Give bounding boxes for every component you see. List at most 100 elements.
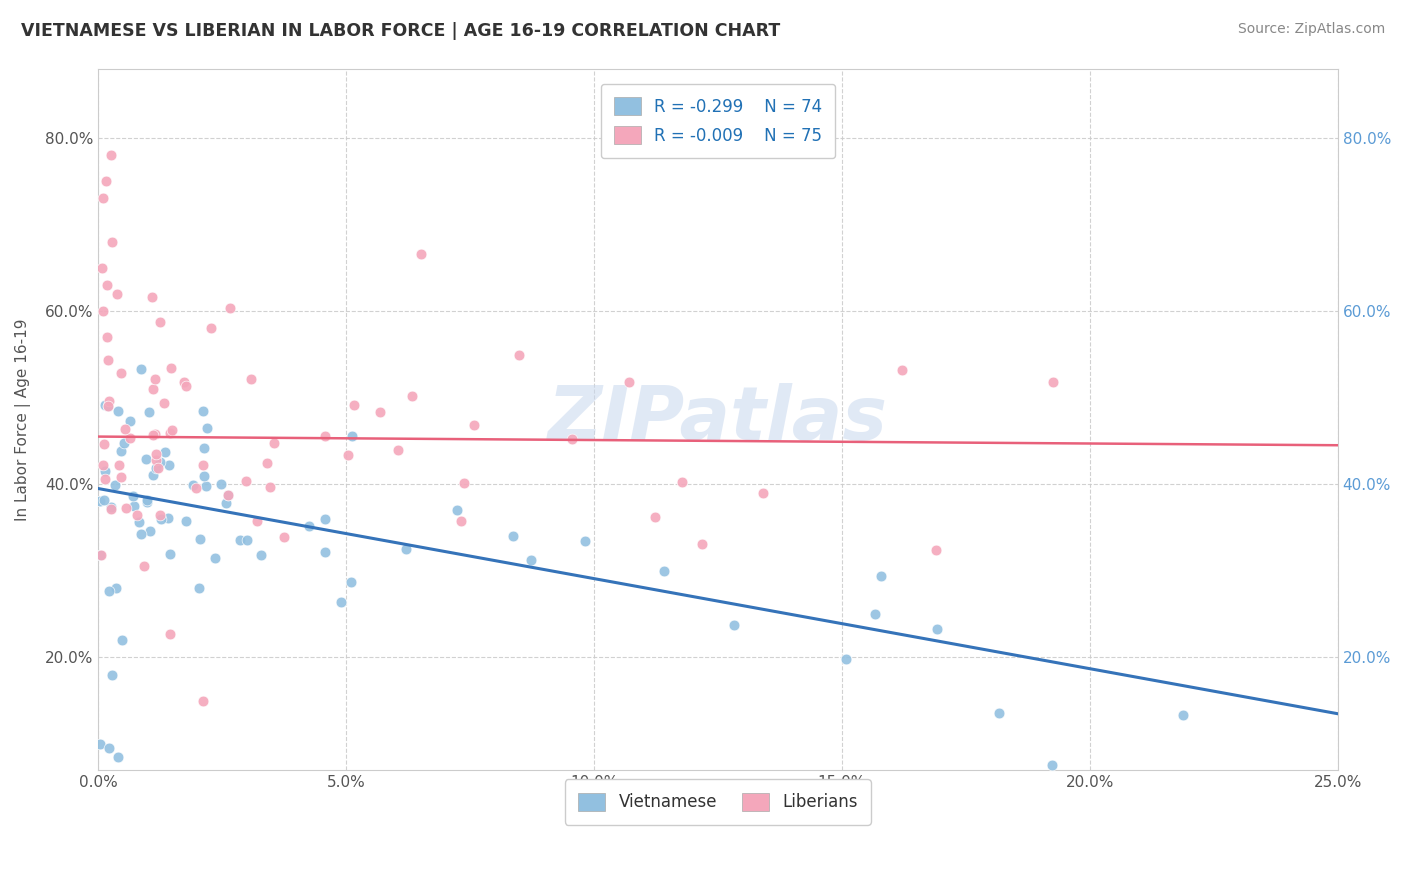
- Point: [124, 499, 146, 513]
- Point: [100, 148, 122, 162]
- Point: [193, 404, 215, 418]
- Point: [330, 595, 353, 609]
- Point: [395, 541, 418, 556]
- Point: [114, 422, 136, 436]
- Point: [193, 442, 215, 456]
- Point: [122, 489, 145, 503]
- Point: [336, 448, 359, 462]
- Point: [93, 458, 115, 472]
- Point: [91, 260, 114, 275]
- Point: [142, 382, 165, 396]
- Point: [152, 396, 174, 410]
- Point: [249, 548, 271, 562]
- Point: [188, 532, 211, 546]
- Point: [463, 418, 485, 433]
- Point: [574, 534, 596, 549]
- Point: [111, 633, 134, 648]
- Point: [314, 428, 336, 442]
- Point: [120, 431, 142, 445]
- Point: [110, 366, 132, 380]
- Point: [217, 487, 239, 501]
- Point: [343, 398, 366, 412]
- Point: [91, 304, 114, 318]
- Point: [263, 435, 285, 450]
- Point: [132, 559, 155, 574]
- Point: [219, 301, 242, 316]
- Point: [644, 509, 666, 524]
- Point: [159, 425, 181, 440]
- Point: [100, 667, 122, 681]
- Point: [149, 455, 172, 469]
- Point: [314, 545, 336, 559]
- Point: [157, 511, 180, 525]
- Point: [256, 456, 278, 470]
- Text: Source: ZipAtlas.com: Source: ZipAtlas.com: [1237, 22, 1385, 37]
- Point: [107, 750, 129, 764]
- Point: [925, 622, 948, 636]
- Point: [139, 524, 162, 539]
- Point: [863, 607, 886, 621]
- Point: [145, 453, 167, 467]
- Point: [835, 652, 858, 666]
- Point: [561, 432, 583, 446]
- Point: [100, 500, 122, 514]
- Point: [136, 494, 159, 508]
- Point: [411, 246, 433, 260]
- Point: [453, 475, 475, 490]
- Point: [215, 496, 238, 510]
- Point: [160, 423, 183, 437]
- Point: [160, 360, 183, 375]
- Point: [94, 464, 117, 478]
- Point: [181, 477, 204, 491]
- Point: [104, 478, 127, 492]
- Point: [195, 479, 218, 493]
- Point: [112, 436, 135, 450]
- Point: [97, 399, 120, 413]
- Point: [204, 551, 226, 566]
- Point: [135, 493, 157, 508]
- Point: [1040, 758, 1063, 772]
- Point: [118, 414, 141, 428]
- Point: [89, 737, 111, 751]
- Point: [987, 706, 1010, 720]
- Point: [105, 286, 128, 301]
- Point: [153, 444, 176, 458]
- Point: [508, 348, 530, 362]
- Point: [94, 174, 117, 188]
- Point: [127, 508, 149, 522]
- Point: [259, 480, 281, 494]
- Point: [235, 474, 257, 488]
- Point: [520, 553, 543, 567]
- Point: [200, 320, 222, 334]
- Point: [93, 437, 115, 451]
- Point: [149, 508, 172, 522]
- Point: [195, 421, 218, 435]
- Text: ZIPatlas: ZIPatlas: [548, 383, 889, 456]
- Point: [191, 458, 214, 472]
- Point: [191, 694, 214, 708]
- Y-axis label: In Labor Force | Age 16-19: In Labor Force | Age 16-19: [15, 318, 31, 521]
- Point: [159, 547, 181, 561]
- Point: [148, 460, 170, 475]
- Point: [135, 452, 157, 467]
- Point: [368, 405, 391, 419]
- Point: [138, 404, 160, 418]
- Point: [690, 537, 713, 551]
- Point: [236, 533, 259, 547]
- Point: [217, 488, 239, 502]
- Point: [193, 469, 215, 483]
- Point: [723, 617, 745, 632]
- Point: [239, 371, 262, 385]
- Point: [93, 493, 115, 508]
- Point: [870, 569, 893, 583]
- Point: [128, 516, 150, 530]
- Point: [142, 468, 165, 483]
- Point: [149, 314, 172, 328]
- Point: [890, 363, 912, 377]
- Point: [107, 404, 129, 418]
- Point: [652, 564, 675, 578]
- Point: [1173, 708, 1195, 723]
- Point: [143, 426, 166, 441]
- Point: [107, 458, 129, 472]
- Point: [97, 353, 120, 368]
